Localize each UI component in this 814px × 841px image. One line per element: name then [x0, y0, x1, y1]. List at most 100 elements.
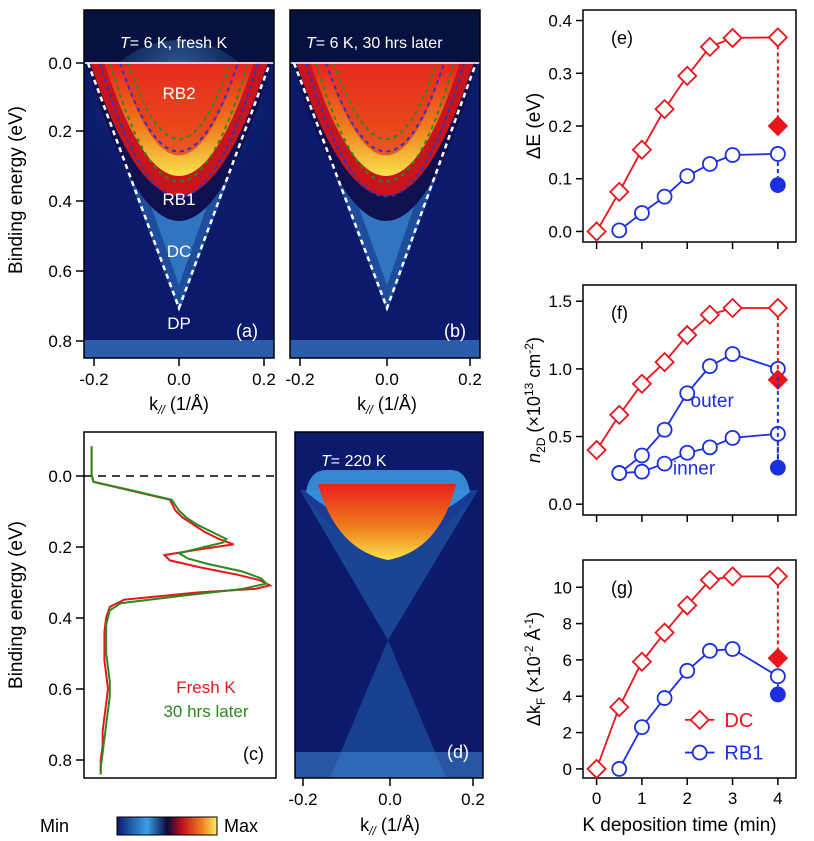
panel-e-data-point: [699, 36, 721, 58]
y-label-part: ): [524, 337, 544, 343]
panel-a-label-dp: DP: [167, 314, 191, 333]
panel-a-label: (a): [236, 321, 258, 341]
y-tick-label: 1.5: [548, 292, 572, 311]
panel-b-heatmap: T= 6 K, 30 hrs later (b): [290, 10, 480, 358]
panel-f-after-point: [769, 459, 786, 476]
panel-f-data-point: [611, 465, 628, 481]
panel-b-dirac-guide: [292, 62, 478, 312]
x-tick-label: -0.2: [285, 370, 314, 389]
panel-a-blue-guide-inner: [119, 62, 239, 153]
panel-e-label: (e): [611, 28, 633, 48]
y-tick-label: 0.2: [548, 117, 572, 136]
panel-g-data-point: [654, 622, 675, 643]
panel-b-label: (b): [444, 321, 466, 341]
panel-f-data-point: [586, 439, 607, 461]
panel-c-y-label: Binding energy (eV): [6, 521, 27, 689]
panel-a-bottom-band: [84, 340, 274, 358]
y-tick-label: 10: [553, 578, 572, 597]
x-tick-label: 0: [592, 789, 601, 808]
legend-label: RB1: [724, 743, 763, 765]
x-label-sub: //: [157, 403, 166, 417]
panel-g-data-point: [679, 662, 696, 679]
y-tick-label: 0.8: [48, 751, 72, 770]
panel-a-y-axis: 0.0 0.2 0.4 0.6 0.8 Binding energy (eV): [6, 54, 84, 351]
x-label-unit: (1/Å): [165, 394, 209, 414]
panel-e-data-point: [608, 181, 630, 203]
y-tick-label: 8: [563, 615, 572, 634]
panel-g-data-point: [769, 668, 786, 685]
panel-f-data-point: [631, 373, 653, 395]
panel-f-annotation-inner: inner: [673, 458, 716, 479]
y-tick-label: 0.4: [48, 192, 72, 211]
y-label-part: Å: [524, 629, 544, 646]
y-tick-label: 0.4: [48, 609, 72, 628]
x-tick-label: 2: [682, 789, 691, 808]
panel-e-frame: [582, 9, 797, 243]
panel-e-after-point: [767, 115, 789, 137]
panel-a-label-rb1: RB1: [162, 190, 195, 209]
y-label-part: cm: [524, 354, 544, 383]
x-tick-label: 0.2: [252, 370, 276, 389]
panel-b-x-label: k// (1/Å): [357, 394, 417, 417]
y-tick-label: 1.0: [548, 360, 572, 379]
panel-d-lower-cone: [330, 640, 446, 778]
panel-e-data-point: [656, 188, 673, 205]
panel-b-green-guide-outer: [315, 62, 455, 183]
panel-c-spectra: [90, 446, 273, 775]
panel-b-above-fermi: [290, 10, 480, 62]
y-label-part: -2: [522, 343, 536, 354]
panel-g-data-point: [608, 696, 630, 718]
panel-d-bottom-band: [295, 752, 483, 778]
colorbar: [116, 816, 218, 836]
panel-e-data-point: [769, 146, 786, 162]
y-tick-label: 2: [563, 724, 572, 743]
legend-label: DC: [724, 710, 753, 732]
colorbar-min-label: Min: [40, 816, 69, 836]
panel-f-annotation-outer: outer: [691, 391, 735, 412]
panel-f: 0.0 0.5 1.0 1.5 n2D (×1013 cm-2) (f) outer inne…: [522, 284, 797, 522]
y-tick-label: 0.3: [548, 64, 572, 83]
x-tick-label: 0.0: [375, 370, 399, 389]
y-label-part: n: [524, 453, 544, 463]
panel-f-data-point: [676, 324, 698, 346]
panel-f-data-point: [701, 439, 718, 456]
panel-e-data-point: [701, 156, 718, 172]
panel-f-data-point: [656, 421, 673, 438]
panel-b-x-axis: -0.2 0.0 0.2 k// (1/Å): [285, 358, 482, 417]
panel-b-title-rest: = 6 K, 30 hrs later: [316, 35, 443, 52]
x-label-unit: (1/Å): [376, 815, 420, 835]
y-tick-label: 0.8: [48, 332, 72, 351]
panel-g-after-point: [769, 686, 786, 703]
panel-d-label: (d): [447, 742, 469, 762]
panel-f-data-point: [701, 358, 718, 375]
panel-b-blue-guide-inner: [325, 62, 445, 153]
panel-g: 0 2 4 6 8 10 0 1 2 3 4 K deposition time (min) ΔkF (…: [522, 559, 797, 836]
panel-g-data-point: [586, 758, 607, 780]
x-label-k: k: [357, 394, 367, 414]
panel-f-data-point: [699, 304, 721, 326]
panel-g-label: (g): [611, 578, 633, 598]
x-tick-label: 4: [773, 789, 782, 808]
panel-e-data-point: [631, 139, 653, 160]
y-tick-label: 0.0: [48, 467, 72, 486]
panel-a-title-rest: = 6 K, fresh K: [130, 35, 228, 52]
y-tick-label: 0.0: [548, 222, 572, 241]
panel-e-data-point: [722, 27, 743, 49]
panel-e-data-point: [676, 65, 698, 87]
panel-g-after-point: [767, 647, 789, 669]
panel-e-y-label: ΔE (eV): [524, 93, 545, 160]
legend-marker: [691, 744, 708, 761]
panel-a-x-label: k// (1/Å): [149, 394, 209, 417]
panel-a-green-guide-outer: [109, 62, 249, 183]
panel-f-data-point: [608, 404, 630, 426]
panel-f-data-point: [634, 447, 650, 464]
panel-a-label-dc: DC: [167, 242, 192, 261]
panel-a-title: T= 6 K, fresh K: [120, 35, 227, 52]
y-label-part: (×10: [524, 396, 544, 438]
x-label-sub: //: [368, 824, 377, 838]
panel-a-dirac-guide: [86, 62, 272, 312]
panel-f-data-point: [656, 455, 673, 472]
panel-f-label: (f): [611, 303, 628, 323]
y-label-part: (×10: [524, 656, 544, 698]
panel-a-title-t: T: [120, 35, 131, 52]
